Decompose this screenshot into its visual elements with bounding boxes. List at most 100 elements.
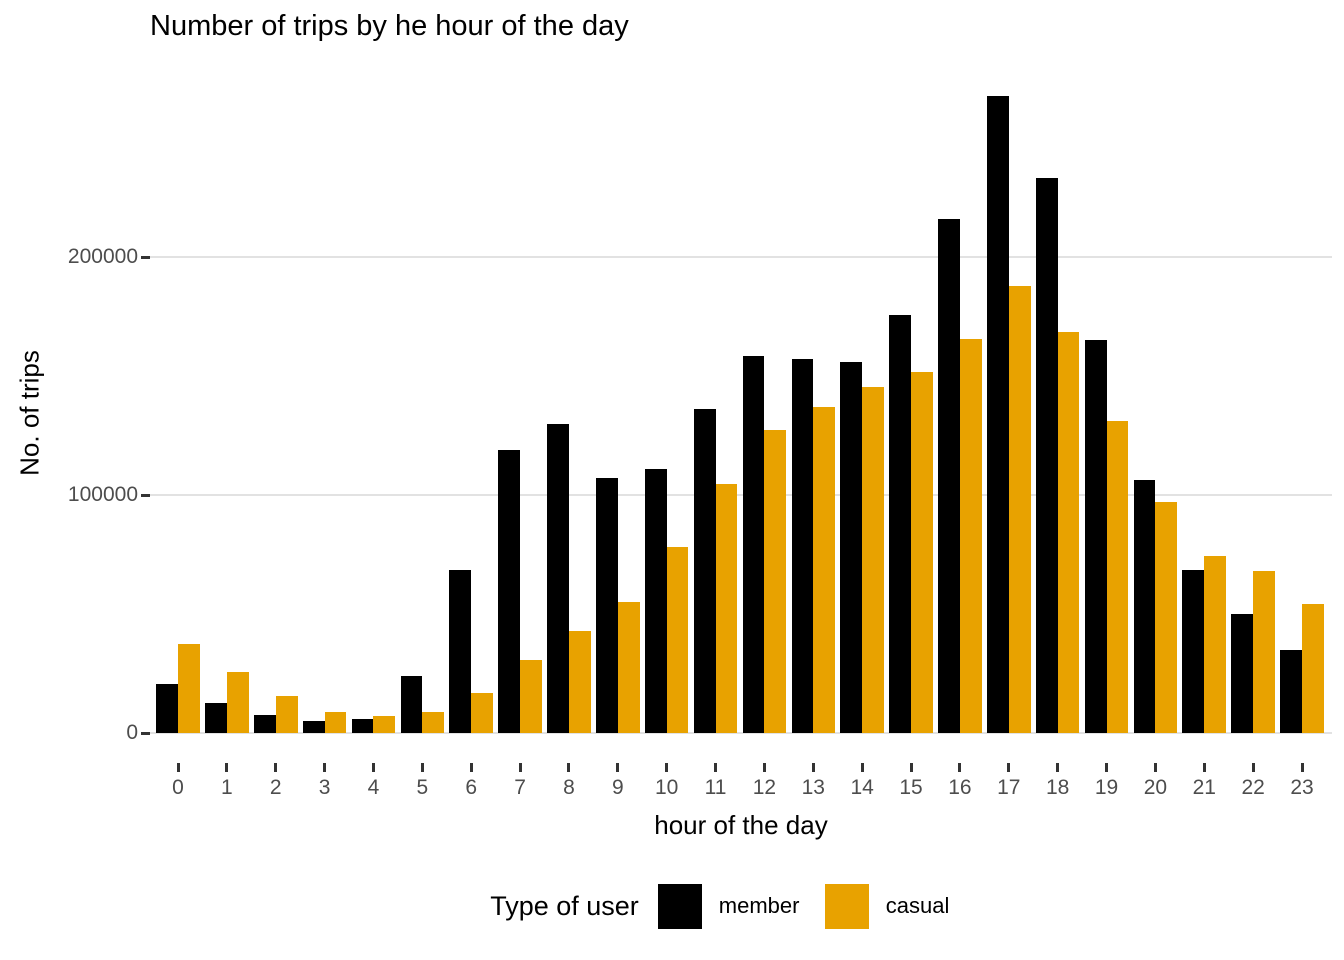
- bar-casual-hour-18: [1057, 331, 1080, 733]
- x-tick-label-5: 5: [416, 776, 429, 799]
- bar-member-hour-22: [1231, 614, 1254, 733]
- bar-member-hour-13: [791, 359, 814, 733]
- x-tick-mark-2: [274, 763, 278, 772]
- y-tick-mark-200000: [141, 255, 150, 259]
- gridline-200000: [150, 256, 1332, 258]
- x-tick-mark-6: [469, 763, 473, 772]
- x-tick-label-1: 1: [221, 776, 233, 799]
- x-tick-mark-9: [616, 763, 620, 772]
- bar-casual-hour-21: [1204, 555, 1227, 733]
- x-tick-label-2: 2: [269, 776, 282, 799]
- x-tick-label-10: 10: [655, 776, 679, 799]
- bar-member-hour-10: [644, 468, 667, 733]
- legend: Type of user member casual: [150, 880, 1332, 932]
- bar-member-hour-14: [840, 361, 863, 733]
- x-axis-title: hour of the day: [654, 810, 828, 840]
- y-tick-label-100000: 100000: [67, 483, 138, 506]
- legend-label-casual: casual: [885, 893, 950, 918]
- legend-key-member: member: [657, 883, 807, 929]
- x-tick-label-9: 9: [611, 776, 624, 799]
- bar-casual-hour-11: [715, 484, 738, 733]
- bar-member-hour-15: [889, 315, 912, 733]
- plot-area: [150, 60, 1332, 734]
- x-tick-mark-8: [567, 763, 571, 772]
- bar-casual-hour-22: [1253, 571, 1275, 733]
- bar-casual-hour-5: [422, 711, 445, 733]
- y-tick-label-200000: 200000: [67, 245, 138, 268]
- x-tick-label-12: 12: [752, 776, 777, 799]
- bar-member-hour-6: [449, 569, 472, 733]
- bar-casual-hour-19: [1106, 421, 1129, 733]
- x-tick-label-11: 11: [704, 776, 727, 799]
- x-tick-label-17: 17: [997, 776, 1021, 799]
- y-axis-title: No. of trips: [14, 350, 45, 476]
- bar-casual-hour-17: [1008, 285, 1031, 733]
- x-tick-label-23: 23: [1290, 776, 1314, 799]
- x-tick-label-6: 6: [465, 776, 478, 799]
- x-tick-label-0: 0: [172, 776, 184, 799]
- bar-member-hour-16: [938, 218, 960, 733]
- x-tick-mark-12: [762, 763, 766, 772]
- bar-member-hour-7: [498, 449, 521, 733]
- x-tick-label-13: 13: [801, 776, 825, 799]
- bar-member-hour-21: [1182, 569, 1205, 733]
- x-tick-mark-10: [665, 763, 669, 772]
- x-tick-mark-19: [1105, 763, 1109, 772]
- x-tick-label-16: 16: [948, 776, 972, 799]
- x-tick-mark-20: [1153, 763, 1157, 772]
- x-tick-label-19: 19: [1094, 776, 1119, 799]
- x-tick-label-4: 4: [367, 776, 380, 799]
- x-tick-label-21: 21: [1192, 776, 1216, 799]
- casual-swatch-icon: [824, 883, 869, 929]
- bar-casual-hour-14: [862, 386, 884, 733]
- bar-member-hour-11: [693, 409, 716, 733]
- bar-casual-hour-12: [764, 429, 787, 733]
- x-tick-mark-1: [225, 763, 229, 772]
- member-swatch-icon: [657, 883, 702, 929]
- bar-casual-hour-3: [324, 712, 347, 733]
- x-tick-mark-13: [811, 763, 815, 772]
- x-tick-mark-7: [518, 763, 522, 772]
- x-tick-label-3: 3: [318, 776, 331, 799]
- chart-title: Number of trips by he hour of the day: [150, 10, 629, 42]
- legend-title: Type of user: [490, 890, 639, 921]
- x-tick-mark-11: [714, 763, 718, 772]
- bar-casual-hour-4: [373, 716, 396, 733]
- bar-member-hour-2: [253, 715, 276, 733]
- y-tick-mark-0: [141, 731, 150, 735]
- gridline-100000: [150, 494, 1332, 496]
- bar-member-hour-20: [1133, 479, 1156, 733]
- x-tick-label-8: 8: [563, 776, 575, 799]
- legend-label-member: member: [718, 893, 800, 918]
- x-tick-label-18: 18: [1045, 776, 1070, 799]
- bar-casual-hour-16: [959, 339, 982, 733]
- bar-casual-hour-1: [226, 672, 249, 733]
- x-tick-label-15: 15: [899, 776, 923, 799]
- x-tick-mark-3: [323, 763, 327, 772]
- x-tick-mark-17: [1007, 763, 1011, 772]
- x-tick-mark-23: [1300, 763, 1304, 772]
- bar-member-hour-12: [742, 355, 765, 733]
- bar-casual-hour-10: [666, 547, 689, 733]
- y-tick-label-0: 0: [126, 721, 138, 744]
- y-tick-mark-100000: [141, 493, 150, 497]
- legend-key-casual: casual: [824, 883, 974, 929]
- bar-casual-hour-9: [617, 602, 640, 733]
- x-tick-label-22: 22: [1241, 776, 1265, 799]
- bar-casual-hour-13: [813, 406, 836, 733]
- bar-casual-hour-20: [1155, 502, 1178, 733]
- bar-member-hour-18: [1035, 178, 1058, 733]
- x-tick-mark-5: [420, 763, 424, 772]
- bar-casual-hour-6: [471, 692, 494, 733]
- gridline-0: [150, 732, 1332, 734]
- bar-member-hour-19: [1084, 340, 1107, 733]
- bar-casual-hour-8: [568, 630, 591, 733]
- x-tick-mark-0: [176, 763, 180, 772]
- x-tick-label-14: 14: [850, 776, 874, 799]
- x-tick-mark-21: [1202, 763, 1206, 772]
- bar-member-hour-17: [986, 96, 1009, 733]
- x-tick-label-7: 7: [514, 776, 526, 799]
- bar-member-hour-8: [547, 423, 569, 733]
- x-tick-mark-16: [958, 763, 962, 772]
